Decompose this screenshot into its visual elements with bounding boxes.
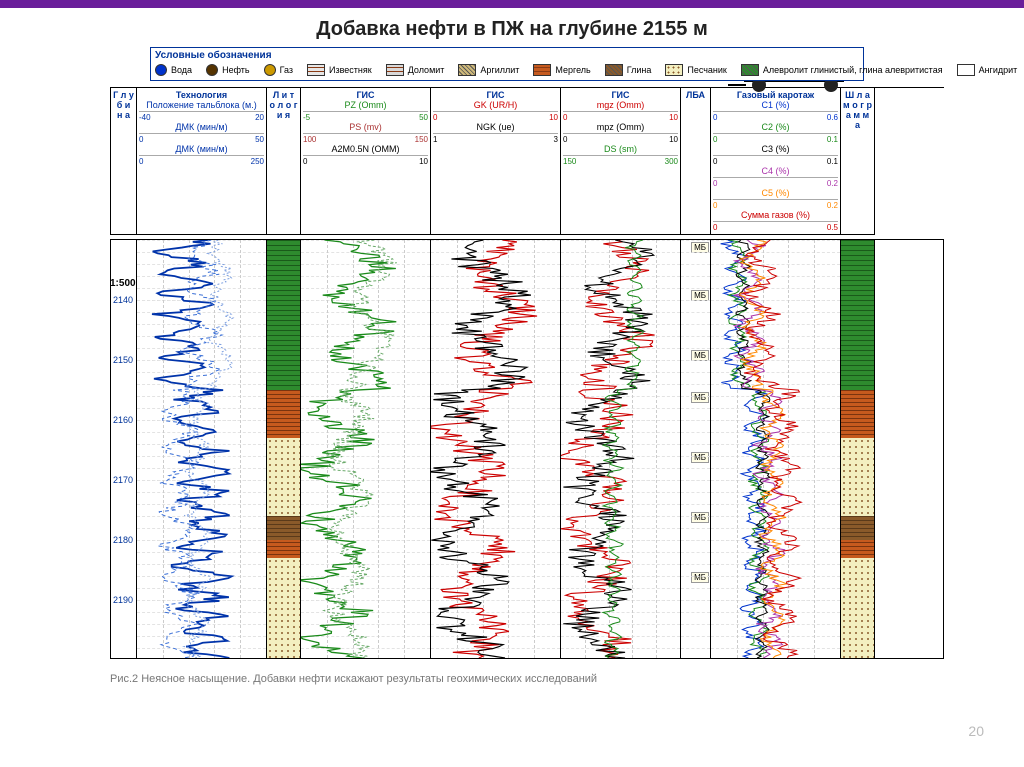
litho-band [267,240,300,390]
litho-band [841,516,874,540]
legend-item: Газ [264,64,293,76]
litho-band [841,558,874,658]
track-header-table: Г л у б и н аТехнологияПоложение тальбло… [110,87,944,235]
legend-title: Условные обозначения [155,50,859,61]
litho-band [267,438,300,516]
legend-item: Алевролит глинистый, глина алевритистая [741,64,943,76]
litho-band [841,540,874,558]
track-header-gis2: ГИСGK (UR/H)010NGK (ue)13 [431,88,561,235]
legend-item: Ангидрит [957,64,1018,76]
track-gis1 [301,240,431,658]
track-litho2 [841,240,875,658]
track-header-gis1: ГИСPZ (Omm)-550PS (mv)100150A2M0.5N (OMM… [301,88,431,235]
litho-band [267,516,300,540]
depth-tick: 2160 [113,415,133,425]
track-header-litho2: Ш л а м о г р а м м а [841,88,875,235]
legend-box: Условные обозначения Вода Нефть Газ Известн… [150,47,864,81]
well-log-chart: 214021502160217021802190МБМБМБМБМБМБМБ [110,239,944,659]
legend-item: Известняк [307,64,372,76]
track-header-litho1: Л и т о л о г и я [267,88,301,235]
lba-marker: МБ [691,572,709,583]
track-header-tech: ТехнологияПоложение тальблока (м.)-4020Д… [137,88,267,235]
depth-tick: 2140 [113,295,133,305]
depth-tick: 2180 [113,535,133,545]
litho-band [267,390,300,438]
accent-bar [0,0,1024,8]
legend-item: Песчаник [665,64,727,76]
figure-caption: Рис.2 Неясное насыщение. Добавки нефти и… [110,673,1024,685]
track-header-gas: Газовый каротажC1 (%)00.6C2 (%)00.1C3 (%… [711,88,841,235]
page-title: Добавка нефти в ПЖ на глубине 2155 м [0,8,1024,47]
track-gis3 [561,240,681,658]
legend-item: Аргиллит [458,64,519,76]
lba-marker: МБ [691,452,709,463]
litho-band [267,540,300,558]
track-header-depth: Г л у б и н а [111,88,137,235]
legend-item: Вода [155,64,192,76]
legend-item: Доломит [386,64,445,76]
track-header-gis3: ГИСmgz (Omm)010mpz (Omm)010DS (sm)150300 [561,88,681,235]
legend-item: Мергель [533,64,590,76]
track-lba: МБМБМБМБМБМБМБ [681,240,711,658]
track-gas [711,240,841,658]
track-header-lba: ЛБА [681,88,711,235]
depth-tick: 2170 [113,475,133,485]
lba-marker: МБ [691,512,709,523]
litho-band [267,558,300,658]
page-number: 20 [968,723,984,739]
track-gis2 [431,240,561,658]
legend-item: Глина [605,64,652,76]
litho-band [841,240,874,390]
track-litho1 [267,240,301,658]
lba-marker: МБ [691,392,709,403]
litho-band [841,390,874,438]
track-tech [137,240,267,658]
depth-tick: 2190 [113,595,133,605]
track-depth: 2140 2150 2160 2170 2180 2190 [111,240,137,658]
depth-tick: 2150 [113,355,133,365]
litho-band [841,438,874,516]
legend-item: Нефть [206,64,250,76]
